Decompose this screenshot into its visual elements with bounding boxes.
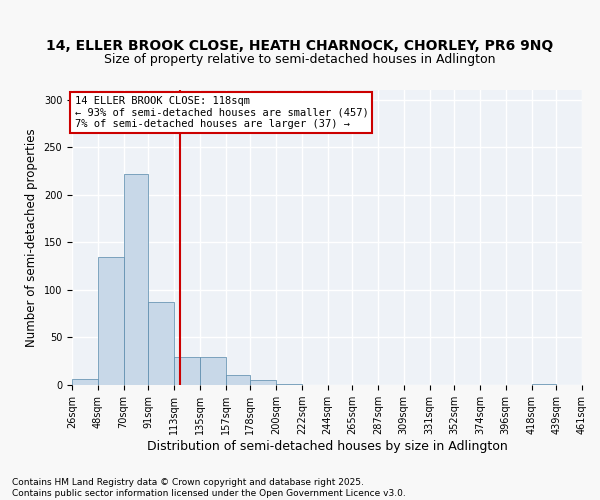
X-axis label: Distribution of semi-detached houses by size in Adlington: Distribution of semi-detached houses by … (146, 440, 508, 453)
Bar (226, 374, 250, 385)
Bar (98, 256, 124, 385)
Text: Size of property relative to semi-detached houses in Adlington: Size of property relative to semi-detach… (104, 53, 496, 66)
Text: Contains HM Land Registry data © Crown copyright and database right 2025.
Contai: Contains HM Land Registry data © Crown c… (12, 478, 406, 498)
Text: 14, ELLER BROOK CLOSE, HEATH CHARNOCK, CHORLEY, PR6 9NQ: 14, ELLER BROOK CLOSE, HEATH CHARNOCK, C… (46, 38, 554, 52)
Bar (276, 384, 302, 385)
Bar (124, 174, 148, 385)
Bar (200, 358, 226, 385)
Y-axis label: Number of semi-detached properties: Number of semi-detached properties (25, 128, 38, 347)
Text: 14 ELLER BROOK CLOSE: 118sqm
← 93% of semi-detached houses are smaller (457)
7% : 14 ELLER BROOK CLOSE: 118sqm ← 93% of se… (74, 96, 368, 129)
Bar (72, 380, 98, 385)
Bar (532, 384, 556, 385)
Bar (174, 358, 200, 385)
Bar (250, 380, 276, 385)
Bar (148, 302, 174, 385)
